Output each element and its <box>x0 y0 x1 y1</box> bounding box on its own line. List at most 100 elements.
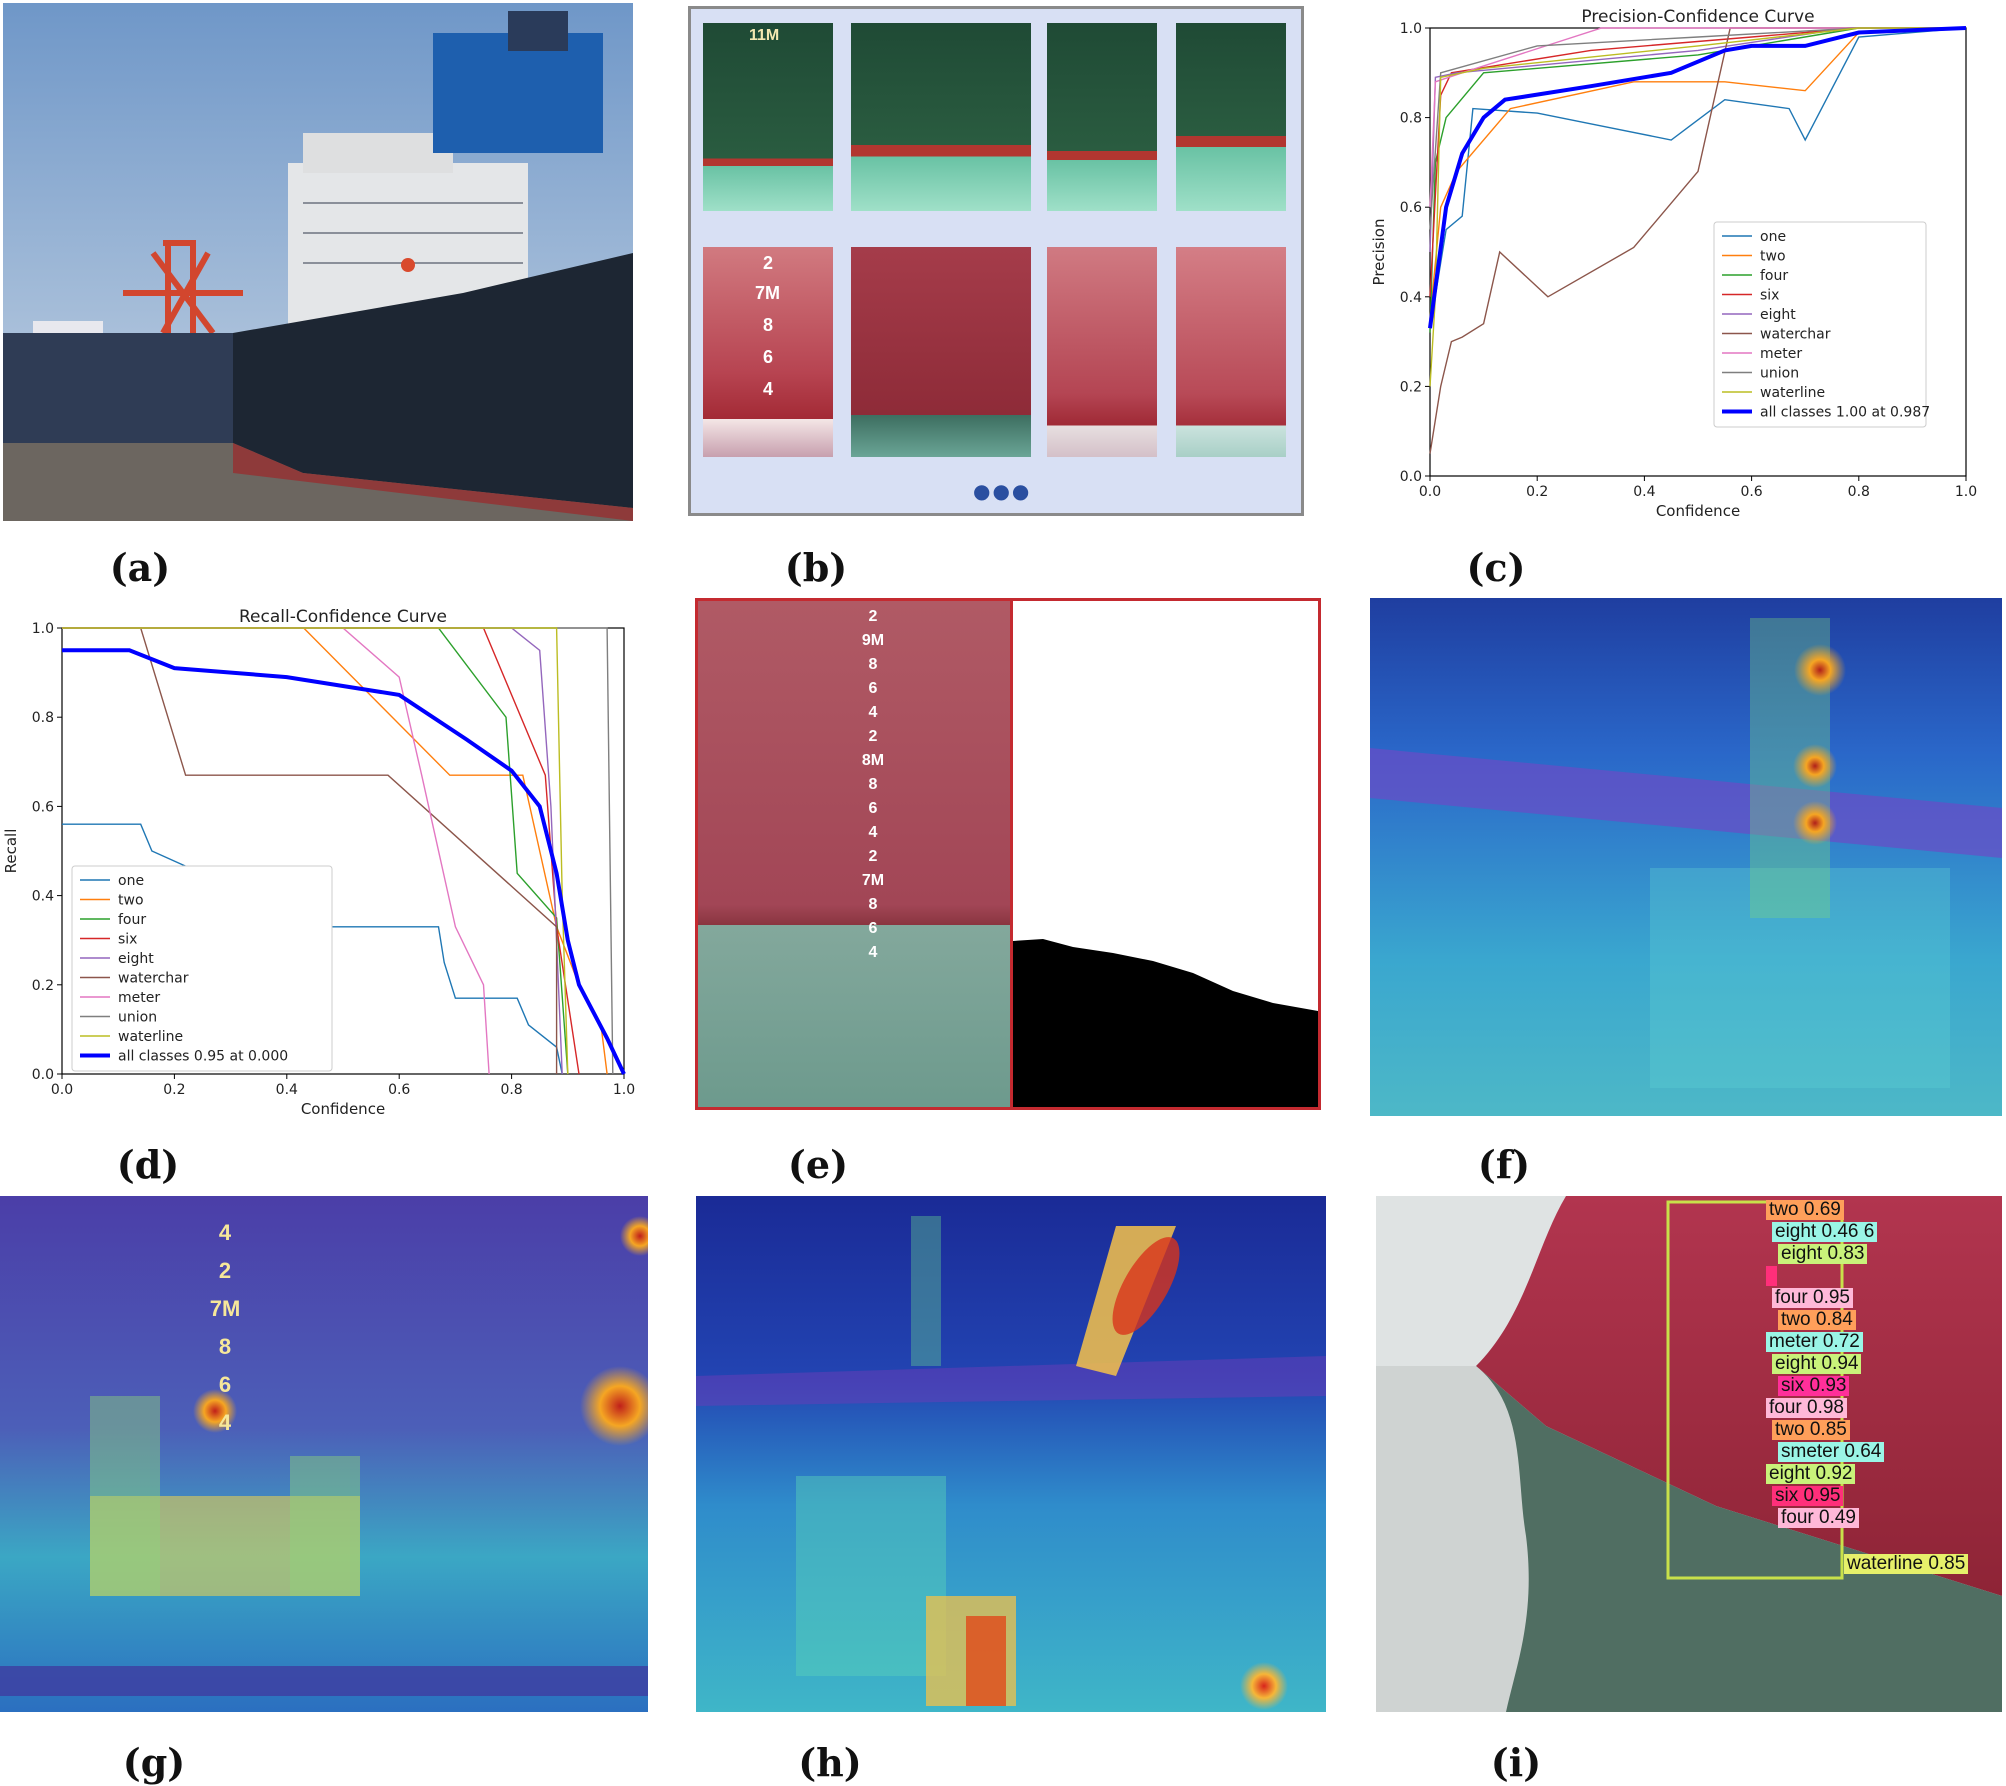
heatmap-h-image <box>696 1196 1326 1712</box>
detection-label: six 0.93 <box>1778 1376 1850 1396</box>
legend-entry: waterline <box>118 1029 183 1045</box>
detection-label: eight 0.94 <box>1772 1354 1862 1374</box>
sample-green-4 <box>1176 23 1286 211</box>
legend-entry: all classes 0.95 at 0.000 <box>118 1049 288 1065</box>
legend-entry: union <box>1760 366 1799 382</box>
waterline-label: waterline 0.85 <box>1844 1554 1969 1574</box>
panel-d-recall-chart: Recall-Confidence Curve 0.0 0.2 0.4 0.6 0.8 1.… <box>0 598 640 1118</box>
legend-entry: four <box>118 912 146 928</box>
e-draft-mark: 2 <box>868 728 878 745</box>
x-tick-label: 0.4 <box>1633 484 1655 500</box>
e-draft-mark: 8 <box>868 896 878 913</box>
g-draft-mark: 7M <box>209 1296 241 1321</box>
detection-label: two 0.85 <box>1772 1420 1850 1440</box>
legend-box <box>71 865 333 1072</box>
legend-entry: waterline <box>1760 385 1825 401</box>
legend-entry: all classes 1.00 at 0.987 <box>1760 405 1930 421</box>
detection-label: four 0.49 <box>1778 1508 1859 1528</box>
e-draft-mark: 4 <box>868 944 878 961</box>
sample-green-3 <box>1047 23 1157 211</box>
e-draft-mark: 8M <box>861 752 885 769</box>
segmentation-input-image: 2 9M 8 6 4 2 8M 8 6 4 2 7M 8 6 4 <box>698 601 1013 1107</box>
series-line-one <box>1429 27 1967 329</box>
x-axis-label: Confidence <box>1656 502 1740 520</box>
caption-b: (b) <box>784 545 848 590</box>
panel-g-heatmap: 4 2 7M 8 6 4 <box>0 1196 648 1712</box>
x-tick-label: 0.6 <box>388 1082 410 1098</box>
caption-g: (g) <box>122 1740 186 1785</box>
y-axis-label: Recall <box>2 829 20 874</box>
ship-at-dock-image <box>3 3 633 521</box>
y-tick-label: 0.6 <box>32 799 54 815</box>
x-axis-label: Confidence <box>301 1100 385 1118</box>
legend-entry: six <box>118 932 137 948</box>
e-draft-mark: 8 <box>868 776 878 793</box>
e-draft-mark: 4 <box>868 704 878 721</box>
draft-mark-11m: 11M <box>749 27 780 44</box>
sample-green-1: 11M <box>703 23 833 211</box>
g-draft-mark: 4 <box>218 1220 232 1245</box>
panel-a-ship-photo <box>3 3 633 521</box>
g-draft-mark: 6 <box>218 1372 232 1397</box>
segmentation-mask <box>1013 601 1318 1107</box>
draft-mark-7m: 7M <box>755 283 781 303</box>
y-tick-label: 0.0 <box>1400 469 1422 485</box>
chart-title: Precision-Confidence Curve <box>1581 7 1814 27</box>
x-tick-label: 0.8 <box>500 1082 522 1098</box>
g-draft-mark: 4 <box>218 1410 232 1435</box>
detection-labels: two 0.69 eight 0.46 6 eight 0.83 four 0.95… <box>1766 1200 1966 1530</box>
e-draft-mark: 6 <box>868 680 878 697</box>
legend-entry: waterchar <box>1760 327 1831 343</box>
x-tick-label: 0.0 <box>1419 484 1441 500</box>
caption-a: (a) <box>109 545 171 590</box>
panel-h-heatmap <box>696 1196 1326 1712</box>
caption-c: (c) <box>1466 545 1526 590</box>
sample-red-3 <box>1047 247 1157 457</box>
panel-c-precision-chart: Precision-Confidence Curve 0.0 0.2 0.4 0.6 0.… <box>1368 0 1988 520</box>
g-draft-mark: 8 <box>218 1334 232 1359</box>
e-draft-mark: 2 <box>868 608 878 625</box>
e-draft-mark: 7M <box>861 872 885 889</box>
series-line-two <box>1429 27 1967 320</box>
detection-image <box>1376 1196 2002 1712</box>
heatmap-f-image <box>1370 598 2002 1116</box>
legend-entry: eight <box>1760 307 1796 323</box>
sample-red-4 <box>1176 247 1286 457</box>
e-draft-mark: 6 <box>868 800 878 817</box>
caption-h: (h) <box>798 1740 862 1785</box>
draft-marks-column: 2 9M 8 6 4 2 8M 8 6 4 2 7M 8 6 4 <box>848 605 898 965</box>
e-draft-mark: 4 <box>868 824 878 841</box>
draft-marks-column: 4 2 7M 8 6 4 <box>205 1214 245 1442</box>
more-dots: ●●● <box>973 479 1032 503</box>
y-tick-label: 1.0 <box>32 621 54 637</box>
series-line-waterchar <box>1429 27 1966 454</box>
legend-entry: four <box>1760 268 1788 284</box>
y-axis-label: Precision <box>1370 219 1388 286</box>
caption-f: (f) <box>1477 1142 1531 1187</box>
x-tick-label: 1.0 <box>613 1082 635 1098</box>
y-tick-label: 0.0 <box>32 1067 54 1083</box>
y-tick-label: 0.8 <box>1400 111 1422 127</box>
y-tick-label: 0.2 <box>1400 379 1422 395</box>
heatmap-g-image <box>0 1196 648 1712</box>
y-tick-label: 0.8 <box>32 710 54 726</box>
legend-entry: two <box>118 893 144 909</box>
x-tick-label: 0.0 <box>51 1082 73 1098</box>
x-tick-label: 1.0 <box>1955 484 1977 500</box>
sample-red-2 <box>851 247 1031 457</box>
x-tick-label: 0.2 <box>163 1082 185 1098</box>
panel-i-detection: two 0.69 eight 0.46 6 eight 0.83 four 0.95… <box>1376 1196 2002 1712</box>
sample-green-2 <box>851 23 1031 211</box>
precision-confidence-chart: Precision-Confidence Curve 0.0 0.2 0.4 0.6 0.… <box>1370 7 1977 520</box>
y-tick-label: 1.0 <box>1400 21 1422 37</box>
series-line-all-classes-095-at-0000 <box>62 648 626 1075</box>
y-tick-label: 0.4 <box>1400 290 1422 306</box>
e-draft-mark: 9M <box>861 632 885 649</box>
detection-label: four 0.95 <box>1772 1288 1853 1308</box>
panel-f-heatmap <box>1370 598 2002 1116</box>
x-tick-label: 0.6 <box>1740 484 1762 500</box>
detection-label: eight 0.46 6 <box>1772 1222 1878 1242</box>
legend-entry: meter <box>118 990 160 1006</box>
draft-mark-4: 4 <box>763 379 774 399</box>
detection-label: six 0.95 <box>1772 1486 1844 1506</box>
